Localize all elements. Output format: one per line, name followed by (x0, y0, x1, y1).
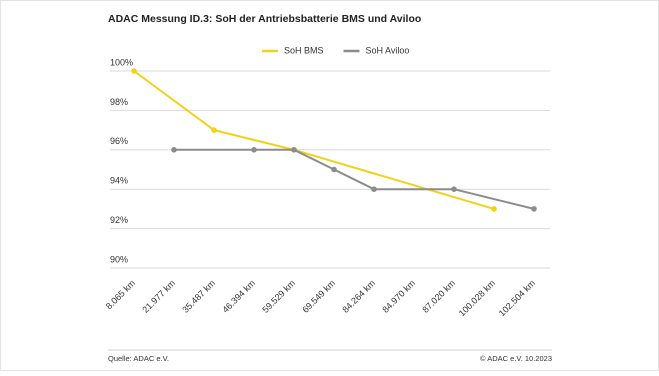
point (371, 186, 377, 192)
point (211, 127, 217, 133)
point (331, 166, 337, 173)
line-segment (333, 168, 375, 191)
copyright: © ADAC e.V. 10.2023 (480, 354, 552, 363)
line-segment (453, 188, 535, 210)
y-tick-label: 100% (110, 57, 133, 67)
point (451, 186, 457, 192)
point (491, 206, 497, 212)
y-tick-label: 98% (110, 97, 128, 107)
line-segment (213, 129, 295, 151)
y-tick-label: 90% (110, 254, 128, 264)
point (291, 147, 297, 153)
chart-title: ADAC Messung ID.3: SoH der Antriebsbatte… (108, 13, 421, 25)
y-tick-label: 96% (110, 136, 128, 146)
point (171, 147, 177, 153)
line-segment (293, 148, 495, 210)
point (251, 147, 257, 153)
legend-label: SoH BMS (284, 45, 324, 55)
point (531, 206, 537, 212)
source: Quelle: ADAC e.V. (108, 354, 169, 363)
y-tick-label: 94% (110, 176, 128, 186)
line-segment (293, 148, 335, 171)
point (131, 68, 137, 74)
legend-label: SoH Aviloo (366, 45, 410, 55)
y-tick-label: 92% (110, 215, 128, 225)
line-segment (133, 70, 215, 131)
